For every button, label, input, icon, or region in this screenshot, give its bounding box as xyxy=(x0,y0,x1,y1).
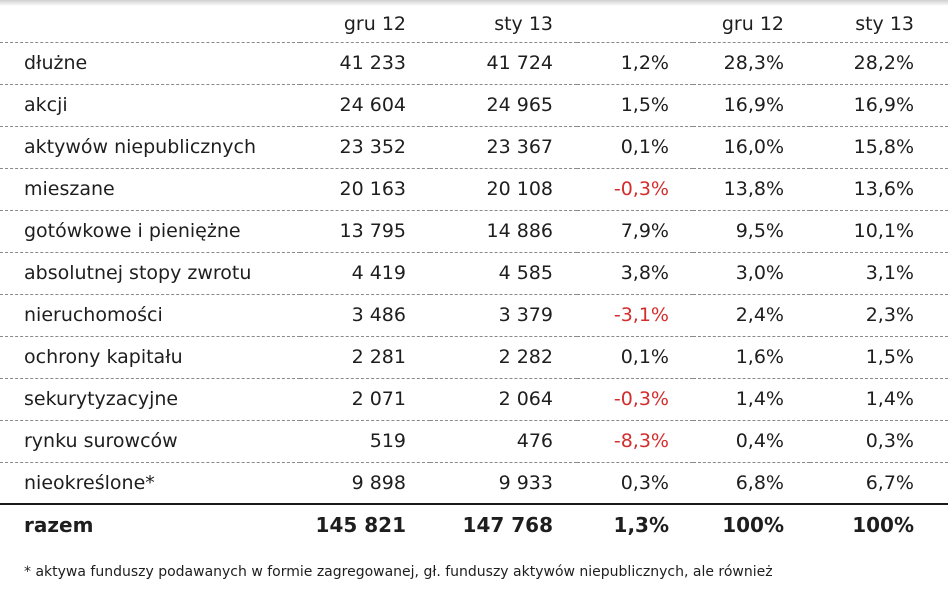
total-share-sty13: 100% xyxy=(852,512,914,537)
row-share-gru12: 2,4% xyxy=(735,304,784,326)
row-sty13: 23 367 xyxy=(486,136,553,158)
top-edge-shading xyxy=(0,0,948,6)
row-share-sty13: 13,6% xyxy=(853,178,914,200)
table-row: nieokreślone* 9 898 9 933 0,3% 6,8% 6,7% xyxy=(0,462,948,504)
row-change: 1,5% xyxy=(620,94,669,116)
total-share-gru12: 100% xyxy=(722,512,784,537)
row-share-gru12: 6,8% xyxy=(735,471,784,494)
row-change: 0,1% xyxy=(620,136,669,158)
row-share-gru12: 16,9% xyxy=(723,94,784,116)
header-change xyxy=(577,6,693,42)
row-change: -3,1% xyxy=(613,304,669,326)
row-share-sty13: 1,4% xyxy=(865,388,914,410)
fund-assets-table: gru 12 sty 13 gru 12 sty 13 dłużne 41 233… xyxy=(0,6,948,544)
row-change: 7,9% xyxy=(620,220,669,242)
row-gru12: 20 163 xyxy=(339,178,406,200)
row-share-gru12: 9,5% xyxy=(735,220,784,242)
row-share-sty13: 16,9% xyxy=(853,94,914,116)
table-row: ochrony kapitału 2 281 2 282 0,1% 1,6% 1,5% xyxy=(0,336,948,378)
row-change: 0,3% xyxy=(620,471,669,494)
row-change: 3,8% xyxy=(620,262,669,284)
row-sty13: 4 585 xyxy=(498,262,553,284)
row-share-sty13: 0,3% xyxy=(865,430,914,452)
row-share-gru12: 28,3% xyxy=(723,52,784,74)
total-label: razem xyxy=(24,512,94,537)
table-row: aktywów niepublicznych 23 352 23 367 0,1% 16… xyxy=(0,126,948,168)
row-share-sty13: 10,1% xyxy=(853,220,914,242)
row-share-gru12: 3,0% xyxy=(735,262,784,284)
table-row: sekurytyzacyjne 2 071 2 064 -0,3% 1,4% 1,4% xyxy=(0,378,948,420)
table-row: akcji 24 604 24 965 1,5% 16,9% 16,9% xyxy=(0,84,948,126)
header-gru12-share: gru 12 xyxy=(721,12,784,35)
row-gru12: 4 419 xyxy=(351,262,406,284)
row-share-sty13: 15,8% xyxy=(853,136,914,158)
row-share-gru12: 1,6% xyxy=(735,346,784,368)
row-share-gru12: 13,8% xyxy=(723,178,784,200)
row-gru12: 2 281 xyxy=(351,346,406,368)
row-sty13: 476 xyxy=(516,430,553,452)
row-label: akcji xyxy=(24,94,68,116)
row-share-sty13: 6,7% xyxy=(865,471,914,494)
total-row: razem 145 821 147 768 1,3% 100% 100% xyxy=(0,504,948,544)
row-label: nieruchomości xyxy=(24,304,163,326)
row-share-sty13: 3,1% xyxy=(865,262,914,284)
row-label: aktywów niepublicznych xyxy=(24,136,257,158)
table-row: gotówkowe i pieniężne 13 795 14 886 7,9% 9,5… xyxy=(0,210,948,252)
row-label: nieokreślone* xyxy=(24,471,155,494)
row-label: sekurytyzacyjne xyxy=(24,388,179,410)
header-category xyxy=(0,6,300,42)
header-sty13-value: sty 13 xyxy=(494,12,553,35)
row-label: ochrony kapitału xyxy=(24,346,183,368)
row-sty13: 2 064 xyxy=(498,388,553,410)
row-gru12: 13 795 xyxy=(339,220,406,242)
row-sty13: 14 886 xyxy=(486,220,553,242)
footnote: * aktywa funduszy podawanych w formie za… xyxy=(24,564,773,580)
row-gru12: 24 604 xyxy=(339,94,406,116)
table-row: absolutnej stopy zwrotu 4 419 4 585 3,8% 3,0… xyxy=(0,252,948,294)
row-sty13: 41 724 xyxy=(486,52,553,74)
row-change: -0,3% xyxy=(613,388,669,410)
row-gru12: 2 071 xyxy=(351,388,406,410)
table-row: rynku surowców 519 476 -8,3% 0,4% 0,3% xyxy=(0,420,948,462)
row-share-gru12: 1,4% xyxy=(735,388,784,410)
row-share-sty13: 2,3% xyxy=(865,304,914,326)
row-label: gotówkowe i pieniężne xyxy=(24,220,241,242)
row-gru12: 23 352 xyxy=(339,136,406,158)
total-gru12: 145 821 xyxy=(315,512,406,537)
row-share-sty13: 1,5% xyxy=(865,346,914,368)
total-sty13: 147 768 xyxy=(462,512,553,537)
row-share-gru12: 0,4% xyxy=(735,430,784,452)
row-share-gru12: 16,0% xyxy=(723,136,784,158)
row-label: mieszane xyxy=(24,178,115,200)
row-gru12: 519 xyxy=(369,430,406,452)
row-sty13: 9 933 xyxy=(498,471,553,494)
table-row: nieruchomości 3 486 3 379 -3,1% 2,4% 2,3% xyxy=(0,294,948,336)
header-row: gru 12 sty 13 gru 12 sty 13 xyxy=(0,6,948,42)
row-change: -0,3% xyxy=(613,178,669,200)
row-change: 0,1% xyxy=(620,346,669,368)
row-label: rynku surowców xyxy=(24,430,178,452)
total-change: 1,3% xyxy=(613,512,669,537)
row-sty13: 20 108 xyxy=(486,178,553,200)
row-gru12: 9 898 xyxy=(351,471,406,494)
table-row: mieszane 20 163 20 108 -0,3% 13,8% 13,6% xyxy=(0,168,948,210)
header-gru12-value: gru 12 xyxy=(343,12,406,35)
row-gru12: 3 486 xyxy=(351,304,406,326)
row-label: absolutnej stopy zwrotu xyxy=(24,262,252,284)
row-gru12: 41 233 xyxy=(339,52,406,74)
row-sty13: 24 965 xyxy=(486,94,553,116)
row-change: -8,3% xyxy=(613,430,669,452)
row-label: dłużne xyxy=(24,52,88,74)
row-share-sty13: 28,2% xyxy=(853,52,914,74)
table-row: dłużne 41 233 41 724 1,2% 28,3% 28,2% xyxy=(0,42,948,84)
row-sty13: 3 379 xyxy=(498,304,553,326)
row-change: 1,2% xyxy=(620,52,669,74)
row-sty13: 2 282 xyxy=(498,346,553,368)
header-sty13-share: sty 13 xyxy=(855,12,914,35)
